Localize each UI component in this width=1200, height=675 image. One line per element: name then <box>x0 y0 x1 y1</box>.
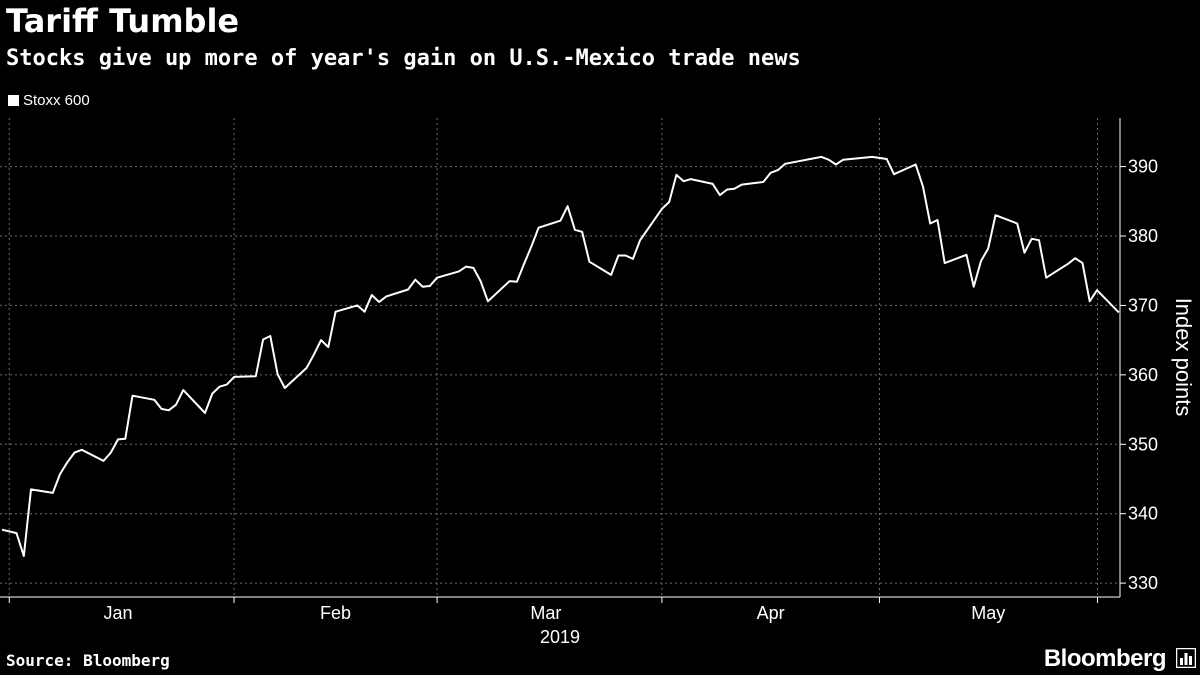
y-tick-label: 350 <box>1128 434 1158 454</box>
legend-label: Stoxx 600 <box>23 92 90 109</box>
chart-subtitle: Stocks give up more of year's gain on U.… <box>6 46 801 71</box>
source-note: Source: Bloomberg <box>6 651 170 670</box>
series-layer <box>1 155 1120 557</box>
y-tick-label: 330 <box>1128 573 1158 593</box>
legend: Stoxx 600 <box>8 92 90 109</box>
axis-layer <box>0 118 1126 603</box>
bloomberg-chart-icon <box>1176 648 1196 668</box>
x-tick-label: Feb <box>320 603 351 623</box>
label-layer: 330 340 350 360 370 380 390 Jan Feb Mar Apr May 2019… <box>104 157 1196 647</box>
x-axis-year-label: 2019 <box>540 627 580 647</box>
brand-logo: Bloomberg <box>1043 645 1167 672</box>
x-tick-label: Jan <box>104 603 133 623</box>
x-tick-label: Mar <box>530 603 561 623</box>
grid-layer <box>0 118 1120 597</box>
y-tick-label: 370 <box>1128 295 1158 315</box>
y-tick-label: 360 <box>1128 365 1158 385</box>
chart-title: Tariff Tumble <box>6 2 240 40</box>
y-axis-title: Index points <box>1171 298 1196 417</box>
y-tick-label: 390 <box>1128 157 1158 177</box>
series-line-stoxx-600 <box>1 155 1120 557</box>
x-tick-label: Apr <box>757 603 785 623</box>
legend-swatch <box>8 95 19 106</box>
x-tick-label: May <box>971 603 1005 623</box>
y-tick-label: 380 <box>1128 226 1158 246</box>
y-tick-label: 340 <box>1128 504 1158 524</box>
